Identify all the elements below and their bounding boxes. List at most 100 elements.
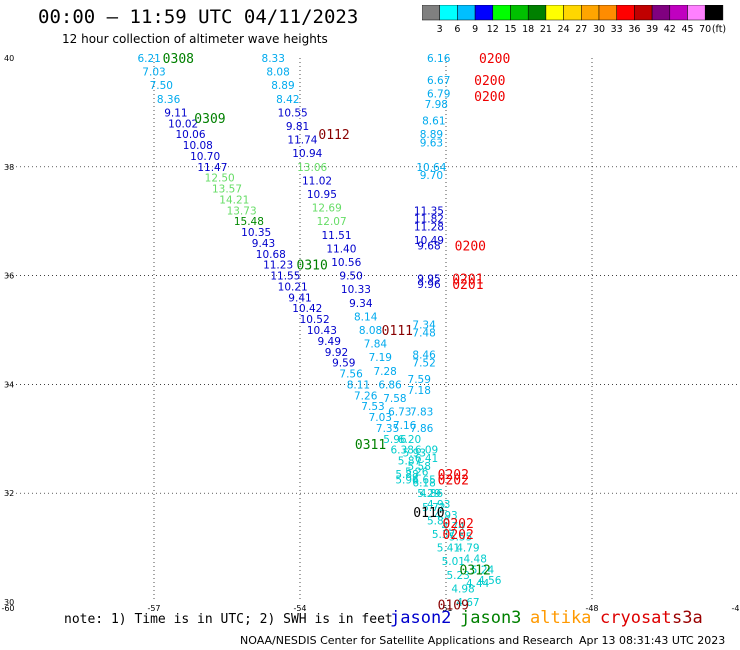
- legend-jason2: jason2: [390, 608, 452, 628]
- swh-data-point: 7.52: [412, 358, 435, 370]
- swh-data-point: 5.87: [398, 456, 421, 468]
- swh-data-point: 9.81: [286, 121, 309, 133]
- swh-data-point: 5.58: [408, 461, 431, 473]
- pass-time-label: 0200: [479, 52, 510, 67]
- swh-data-point: 7.16: [393, 420, 417, 432]
- swh-data-point: 7.50: [150, 80, 173, 92]
- swh-data-point: 14.21: [219, 194, 249, 206]
- y-tick-label: 34: [4, 380, 14, 389]
- swh-data-point: 7.98: [425, 99, 448, 111]
- swh-data-point: 4.98: [451, 583, 474, 595]
- pass-time-label: 0311: [355, 438, 386, 453]
- pass-time-label: 0202: [438, 474, 469, 489]
- y-tick-label: 36: [4, 272, 14, 281]
- swh-data-point: 10.56: [331, 257, 361, 269]
- swh-data-point: 5.55: [449, 532, 472, 544]
- pass-time-label: 0202: [438, 468, 469, 483]
- x-tick-label: -60: [1, 604, 14, 613]
- swh-data-point: 7.34: [412, 320, 436, 332]
- swh-data-point: 9.41: [288, 292, 311, 304]
- x-tick-label: -48: [585, 604, 598, 613]
- swh-data-point: 11.40: [326, 243, 356, 255]
- colorbar-swatch: [704, 5, 724, 21]
- colorbar-level-label: 39: [646, 24, 658, 35]
- swh-data-point: 5.88: [395, 469, 418, 481]
- colorbar-unit-label: (ft): [712, 24, 726, 35]
- page-title: 00:00 – 11:59 UTC 04/11/2023: [38, 6, 359, 28]
- credit-text: NOAA/NESDIS Center for Satellite Applica…: [240, 634, 574, 647]
- swh-data-point: 10.08: [183, 140, 213, 152]
- swh-data-point: 5.72: [422, 502, 445, 514]
- swh-data-point: 5.01: [442, 556, 465, 568]
- colorbar-level-label: 9: [472, 24, 478, 35]
- swh-data-point: 8.14: [354, 311, 378, 323]
- swh-data-point: 8.42: [276, 94, 299, 106]
- color-scale-legend: 3 6 9 12 15 18 21 24 27 30 33 36 39 42 45 70 (ft): [422, 5, 726, 35]
- swh-data-point: 7.58: [383, 393, 406, 405]
- y-tick-label: 40: [4, 54, 14, 63]
- pass-time-label: 0310: [297, 259, 328, 274]
- y-tick-label: 32: [4, 489, 14, 498]
- swh-data-point: 11.51: [321, 230, 351, 242]
- colorbar-level-label: 30: [593, 24, 605, 35]
- colorbar-level-label: 42: [664, 24, 676, 35]
- pass-time-label: 0312: [460, 563, 491, 578]
- swh-data-point: 5.24: [471, 564, 495, 576]
- swh-data-point: 10.68: [256, 249, 286, 261]
- swh-data-point: 4.48: [464, 553, 487, 565]
- pass-time-label: 0200: [474, 90, 505, 105]
- swh-data-point: 7.53: [361, 401, 384, 413]
- swh-data-point: 7.84: [364, 339, 388, 351]
- swh-data-point: 6.79: [427, 88, 450, 100]
- swh-data-point: 6.21: [137, 53, 160, 65]
- swh-data-point: 10.42: [292, 303, 322, 315]
- swh-data-point: 11.74: [287, 135, 317, 147]
- swh-data-point: 4.65: [412, 475, 435, 487]
- swh-data-point: 10.94: [292, 148, 322, 160]
- swh-data-point: 5.29: [417, 488, 440, 500]
- swh-data-point: 5.93: [403, 447, 426, 459]
- colorbar-level-label: 18: [522, 24, 534, 35]
- generated-timestamp: Apr 13 08:31:43 UTC 2023: [579, 634, 726, 647]
- pass-time-label: 0110: [413, 506, 444, 521]
- colorbar-level-label: 24: [558, 24, 570, 35]
- swh-data-point: 8.89: [271, 80, 294, 92]
- legend-s3a: s3a: [672, 608, 703, 628]
- swh-data-point: 6.18: [412, 477, 435, 489]
- swh-data-point: 10.35: [241, 227, 271, 239]
- swh-data-point: 10.95: [307, 189, 337, 201]
- swh-data-point: 4.74: [442, 521, 466, 533]
- swh-data-point: 12.50: [205, 173, 235, 185]
- swh-data-point: 7.86: [410, 423, 434, 435]
- swh-data-point: 6.16: [427, 53, 451, 65]
- legend-cryosat: cryosat: [600, 608, 672, 628]
- pass-time-label: 0201: [452, 278, 483, 293]
- page-subtitle: 12 hour collection of altimeter wave hei…: [62, 32, 328, 46]
- x-tick-label: -51: [439, 604, 452, 613]
- swh-data-point: 8.36: [157, 94, 181, 106]
- swh-data-point: 7.26: [354, 390, 378, 402]
- legend-jason3: jason3: [460, 608, 522, 628]
- x-tick-label: -57: [147, 604, 160, 613]
- y-tick-label: 38: [4, 163, 14, 172]
- swh-data-point: 8.89: [420, 129, 443, 141]
- pass-time-label: 0201: [452, 272, 483, 287]
- swh-data-point: 8.33: [262, 53, 285, 65]
- swh-data-point: 10.49: [414, 235, 444, 247]
- colorbar-level-label: 27: [575, 24, 587, 35]
- swh-data-point: 5.26: [405, 466, 429, 478]
- swh-data-point: 7.35: [376, 423, 399, 435]
- swh-data-point: 6.67: [427, 75, 450, 87]
- swh-data-point: 5.85: [427, 515, 450, 527]
- swh-data-point: 9.95: [417, 273, 440, 285]
- swh-data-point: 5.96: [383, 434, 407, 446]
- legend-altika: altika: [530, 608, 592, 628]
- colorbar-level-label: 70: [699, 24, 711, 35]
- swh-data-point: 10.55: [278, 107, 308, 119]
- swh-data-point: 4.86: [420, 488, 444, 500]
- swh-data-point: 10.43: [307, 325, 337, 337]
- swh-data-point: 9.43: [252, 238, 275, 250]
- swh-data-point: 8.08: [266, 67, 289, 79]
- swh-data-point: 8.11: [347, 379, 370, 391]
